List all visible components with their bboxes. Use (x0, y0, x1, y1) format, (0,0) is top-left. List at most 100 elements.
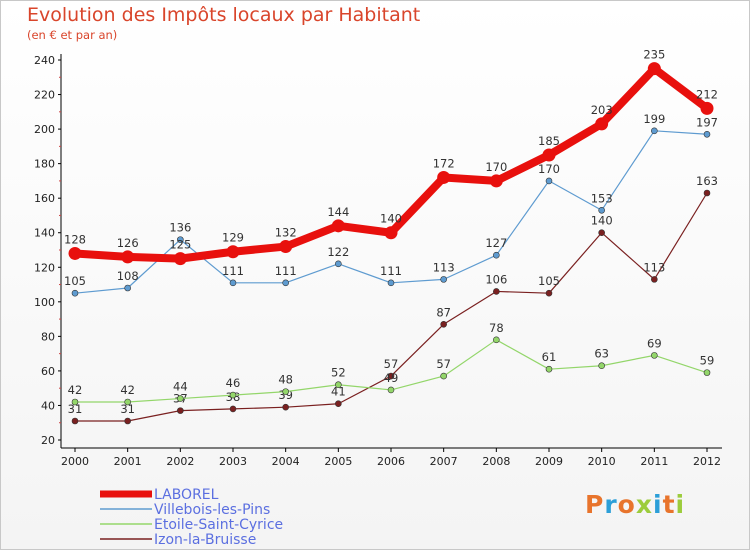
data-label: 185 (538, 134, 560, 148)
data-point (229, 405, 237, 413)
data-label: 235 (643, 48, 665, 62)
data-label: 78 (489, 321, 504, 335)
data-point (493, 251, 500, 259)
data-point (703, 130, 711, 138)
data-point (493, 336, 500, 344)
data-label: 212 (696, 87, 718, 101)
y-tick-label: 80 (41, 330, 55, 343)
data-label: 41 (331, 385, 346, 399)
y-tick-label: 220 (34, 89, 55, 102)
data-label: 163 (696, 174, 718, 188)
data-point (71, 289, 79, 297)
data-label: 122 (327, 245, 349, 259)
data-label: 105 (64, 274, 86, 288)
data-point (545, 177, 553, 185)
data-label: 31 (68, 402, 83, 416)
y-tick-label: 160 (34, 192, 55, 205)
data-label: 128 (64, 232, 86, 246)
series-izon-la-bruisse: 3131373839415787106105140113163 (68, 174, 718, 425)
data-point (282, 388, 289, 395)
data-point (229, 391, 237, 399)
data-label: 48 (278, 373, 293, 387)
data-point (440, 320, 447, 328)
x-tick-label: 2012 (693, 455, 721, 468)
data-label: 140 (380, 212, 402, 226)
proxiti-logo: Proxiti (585, 490, 686, 519)
data-label: 59 (700, 354, 715, 368)
data-label: 49 (384, 371, 399, 385)
y-tick-label: 200 (34, 123, 55, 136)
data-label: 113 (643, 260, 665, 274)
data-label: 170 (485, 160, 507, 174)
data-point (173, 252, 187, 266)
data-point (489, 174, 503, 188)
data-label: 44 (173, 380, 188, 394)
data-label: 197 (696, 115, 718, 129)
data-point (651, 127, 658, 135)
data-point (647, 62, 661, 76)
x-tick-label: 2008 (482, 455, 510, 468)
legend-label: LABOREL (154, 487, 219, 503)
data-label: 111 (380, 264, 402, 278)
data-label: 144 (327, 205, 349, 219)
series-laborel: 128 126 125 129 132 144 140 172 170 185 203 235 212 (64, 48, 718, 266)
chart-subtitle: (en € et par an) (27, 28, 118, 42)
data-point (545, 365, 553, 373)
data-label: 87 (436, 305, 451, 319)
x-tick-label: 2001 (114, 455, 142, 468)
y-tick-label: 40 (41, 399, 55, 412)
data-point (598, 229, 605, 237)
data-label: 31 (120, 402, 135, 416)
data-point (71, 398, 79, 406)
data-point (545, 289, 553, 297)
data-point (335, 260, 342, 268)
legend-label: Villebois-les-Pins (154, 502, 270, 518)
x-tick-label: 2004 (272, 455, 300, 468)
data-point (282, 279, 289, 287)
data-point (387, 372, 395, 380)
x-tick-label: 2000 (61, 455, 89, 468)
data-point (437, 170, 451, 184)
legend-label: Etoile-Saint-Cyrice (154, 517, 283, 533)
data-label: 111 (275, 264, 297, 278)
data-point (598, 362, 605, 370)
data-point (598, 206, 605, 214)
data-label: 69 (647, 336, 662, 350)
data-label: 42 (68, 383, 83, 397)
y-tick-label: 180 (34, 158, 55, 171)
legend-label: Izon-la-Bruisse (154, 532, 256, 548)
data-point (124, 398, 131, 406)
x-tick-label: 2005 (324, 455, 352, 468)
data-point (440, 372, 447, 380)
data-label: 57 (384, 357, 399, 371)
data-point (68, 246, 82, 260)
data-label: 42 (120, 383, 135, 397)
data-point (700, 101, 714, 115)
data-label: 203 (591, 103, 613, 117)
y-tick-label: 100 (34, 296, 55, 309)
chart-title: Evolution des Impôts locaux par Habitant (27, 4, 421, 26)
y-tick-label: 140 (34, 227, 55, 240)
data-label: 199 (643, 112, 665, 126)
data-label: 111 (222, 264, 244, 278)
data-label: 52 (331, 366, 346, 380)
x-tick-label: 2007 (430, 455, 458, 468)
data-label: 172 (433, 156, 455, 170)
x-tick-label: 2009 (535, 455, 563, 468)
data-point (595, 117, 609, 131)
y-tick-label: 240 (34, 54, 55, 67)
data-point (335, 400, 342, 408)
data-label: 46 (226, 376, 241, 390)
data-point (229, 279, 237, 287)
data-label: 125 (169, 238, 191, 252)
data-label: 129 (222, 231, 244, 245)
data-point (651, 276, 658, 283)
data-label: 105 (538, 274, 560, 288)
data-point (124, 417, 131, 425)
data-label: 127 (485, 236, 507, 250)
data-point (282, 403, 289, 411)
data-point (703, 369, 711, 376)
data-label: 126 (117, 236, 139, 250)
